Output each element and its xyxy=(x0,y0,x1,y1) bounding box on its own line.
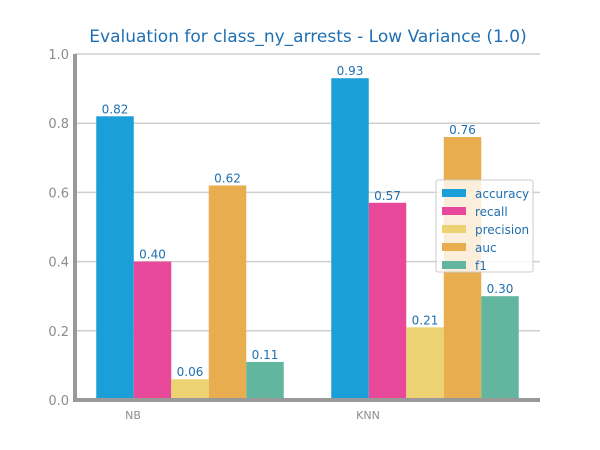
bar-recall-knn xyxy=(368,202,407,400)
data-label: 0.06 xyxy=(177,365,204,379)
data-label: 0.30 xyxy=(487,282,514,296)
bar-precision-knn xyxy=(406,327,444,400)
axes xyxy=(73,54,540,402)
bar-accuracy-nb xyxy=(96,116,134,400)
data-label: 0.76 xyxy=(449,123,476,137)
y-tick-label: 0.0 xyxy=(48,394,69,409)
x-tick-label: KNN xyxy=(356,409,380,422)
data-label: 0.57 xyxy=(374,189,401,203)
data-label: 0.11 xyxy=(252,348,279,362)
data-label: 0.40 xyxy=(139,248,166,262)
y-tick-label: 1.0 xyxy=(48,48,69,63)
data-label: 0.93 xyxy=(337,64,364,78)
x-ticks: NB KNN xyxy=(125,409,380,422)
bar-precision-nb xyxy=(171,379,209,400)
bar-f1-knn xyxy=(481,296,519,400)
data-label: 0.82 xyxy=(102,102,129,116)
y-ticks: 0.0 0.2 0.4 0.6 0.8 1.0 xyxy=(48,48,69,409)
legend: accuracy recall precision auc f1 xyxy=(435,179,534,273)
x-tick-label: NB xyxy=(125,409,141,422)
legend-label: auc xyxy=(475,241,497,255)
data-label: 0.21 xyxy=(412,313,439,327)
bar-accuracy-knn xyxy=(331,78,369,400)
y-tick-label: 0.2 xyxy=(48,325,69,340)
legend-label: precision xyxy=(475,223,529,237)
bar-f1-nb xyxy=(246,361,284,400)
legend-swatch-f1 xyxy=(442,261,466,269)
legend-label: accuracy xyxy=(475,187,529,201)
legend-swatch-accuracy xyxy=(442,189,466,197)
chart-title: Evaluation for class_ny_arrests - Low Va… xyxy=(89,27,526,47)
bar-auc-nb xyxy=(208,185,247,400)
legend-swatch-precision xyxy=(442,225,466,233)
legend-swatch-recall xyxy=(442,207,466,215)
y-tick-label: 0.6 xyxy=(48,186,69,201)
y-tick-label: 0.8 xyxy=(48,117,69,132)
legend-label: f1 xyxy=(475,259,487,273)
legend-swatch-auc xyxy=(442,243,466,251)
data-labels: 0.82 0.40 0.06 0.62 0.11 0.93 0.57 0.21 0.76 0.30 xyxy=(102,64,514,379)
bar-recall-nb xyxy=(133,261,172,400)
data-label: 0.62 xyxy=(214,171,241,185)
y-tick-label: 0.4 xyxy=(48,256,69,271)
legend-label: recall xyxy=(475,205,508,219)
